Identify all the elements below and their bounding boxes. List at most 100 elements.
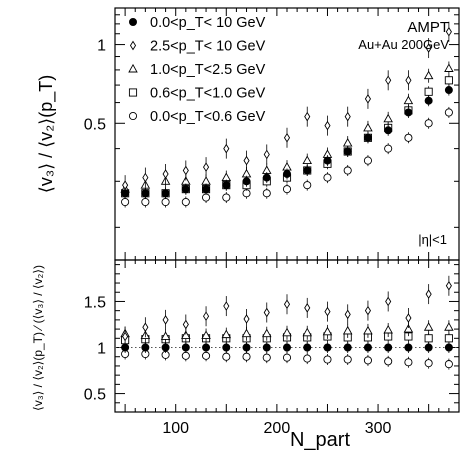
bottom-point bbox=[221, 329, 232, 339]
bottom-point bbox=[323, 343, 332, 352]
bottom-point bbox=[444, 322, 454, 331]
top-point bbox=[303, 166, 312, 175]
bottom-point bbox=[404, 358, 413, 367]
top-point bbox=[363, 122, 373, 132]
legend-marker bbox=[128, 63, 138, 73]
top-point bbox=[385, 75, 392, 86]
top-point bbox=[122, 180, 129, 190]
legend-marker bbox=[128, 17, 137, 26]
bottom-point bbox=[423, 322, 434, 331]
y-tick-label: 1.5 bbox=[84, 294, 106, 311]
top-point bbox=[222, 181, 231, 190]
bottom-point bbox=[324, 306, 331, 317]
y-tick-label: 1 bbox=[97, 38, 106, 55]
bottom-axis-ticks: 100 200 300 0.5 1 1.5 bbox=[84, 260, 460, 437]
bottom-point bbox=[202, 351, 211, 360]
top-point bbox=[201, 176, 211, 185]
top-point bbox=[423, 70, 434, 80]
legend-marker bbox=[128, 88, 138, 97]
legend-label: 0.0<p_T<0.6 GeV bbox=[150, 109, 266, 125]
legend-marker bbox=[128, 111, 138, 121]
bottom-point bbox=[445, 280, 452, 291]
bottom-point bbox=[383, 324, 393, 334]
top-point bbox=[384, 126, 393, 135]
top-point bbox=[282, 185, 292, 194]
bottom-point bbox=[243, 314, 250, 324]
bottom-point bbox=[222, 343, 231, 352]
bottom-point bbox=[363, 343, 372, 352]
top-point bbox=[363, 156, 372, 165]
x-axis-label: N_part bbox=[290, 429, 350, 451]
bottom-point bbox=[403, 323, 414, 333]
bottom-point bbox=[384, 357, 393, 366]
bottom-point bbox=[181, 330, 191, 339]
bottom-point bbox=[263, 307, 270, 318]
top-point bbox=[405, 75, 412, 86]
top-point bbox=[141, 189, 150, 198]
top-point bbox=[324, 120, 331, 131]
top-point bbox=[262, 189, 271, 198]
top-point bbox=[283, 132, 291, 143]
top-point bbox=[202, 185, 211, 194]
top-point bbox=[384, 144, 393, 153]
bottom-point bbox=[303, 354, 312, 363]
y-tick-label: 0.5 bbox=[84, 116, 106, 133]
top-point bbox=[343, 166, 352, 175]
top-point bbox=[243, 155, 250, 166]
bottom-point bbox=[405, 313, 412, 323]
bottom-point bbox=[424, 343, 433, 352]
top-axis-ticks: 0.51 bbox=[84, 8, 460, 260]
top-point bbox=[181, 197, 190, 207]
top-point bbox=[323, 173, 332, 182]
eta-cut-label: |η|<1 bbox=[418, 232, 447, 247]
bottom-point bbox=[242, 352, 251, 361]
top-point bbox=[444, 86, 453, 95]
top-point bbox=[444, 76, 453, 85]
bottom-point bbox=[342, 325, 353, 335]
top-point bbox=[121, 197, 130, 207]
bottom-point bbox=[424, 359, 433, 368]
bottom-point bbox=[384, 343, 393, 352]
top-point bbox=[403, 95, 414, 105]
bottom-point bbox=[222, 352, 231, 361]
bottom-point bbox=[424, 334, 433, 343]
top-point bbox=[425, 43, 432, 53]
top-panel-markers bbox=[120, 21, 454, 208]
top-point bbox=[182, 165, 189, 176]
top-point bbox=[342, 137, 353, 147]
top-point bbox=[282, 169, 291, 178]
bottom-point bbox=[364, 305, 371, 316]
top-point bbox=[383, 113, 393, 123]
x-tick-label: 200 bbox=[264, 420, 291, 437]
bottom-point bbox=[283, 299, 291, 310]
top-point bbox=[323, 156, 332, 165]
bottom-point bbox=[181, 343, 190, 352]
bottom-point bbox=[223, 301, 230, 311]
legend: 0.0<p_T< 10 GeV 2.5<p_T< 10 GeV 1.0<p_T<2.… bbox=[128, 15, 266, 125]
bottom-panel-markers bbox=[120, 275, 454, 370]
x-tick-label: 100 bbox=[162, 420, 189, 437]
top-point bbox=[262, 173, 271, 182]
bottom-point bbox=[161, 343, 170, 352]
bottom-point bbox=[282, 343, 291, 352]
top-point bbox=[161, 197, 170, 207]
top-point bbox=[444, 108, 453, 117]
legend-label: 1.0<p_T<2.5 GeV bbox=[150, 62, 266, 78]
bottom-point bbox=[202, 343, 211, 352]
bottom-point bbox=[242, 343, 251, 352]
bottom-point bbox=[262, 343, 271, 352]
top-point bbox=[141, 197, 150, 207]
bottom-point bbox=[261, 328, 272, 338]
bottom-point bbox=[201, 330, 211, 339]
bottom-point bbox=[160, 331, 171, 340]
top-point bbox=[222, 193, 231, 202]
top-point bbox=[303, 181, 312, 190]
bottom-point bbox=[282, 327, 292, 337]
bottom-point bbox=[262, 353, 271, 362]
top-point bbox=[161, 189, 170, 198]
bottom-point bbox=[444, 343, 453, 352]
top-point bbox=[424, 96, 433, 105]
top-y-axis-label: ⟨v₃⟩ / ⟨v₂⟩(p_T) bbox=[36, 75, 57, 193]
bottom-point bbox=[343, 355, 352, 364]
